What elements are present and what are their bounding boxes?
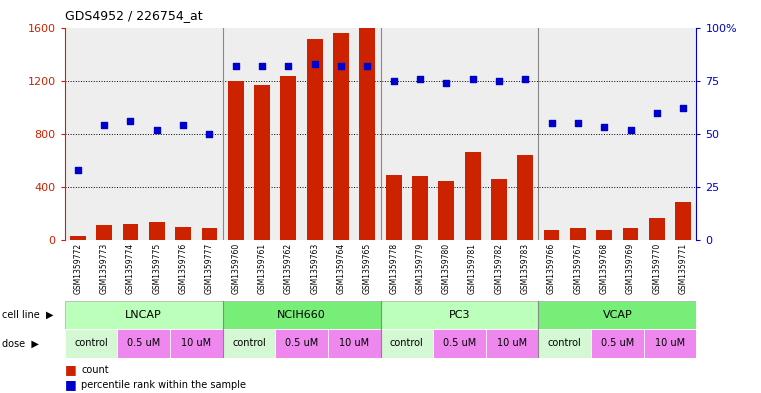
Point: [598, 124, 610, 130]
Point: [677, 105, 689, 112]
Text: control: control: [232, 338, 266, 349]
Point: [361, 62, 374, 69]
Point: [72, 167, 84, 173]
Bar: [223, 329, 275, 358]
Text: percentile rank within the sample: percentile rank within the sample: [81, 380, 247, 389]
Bar: [491, 179, 507, 240]
Bar: [465, 152, 480, 240]
Point: [282, 62, 295, 69]
Bar: [70, 237, 86, 240]
Bar: [591, 329, 644, 358]
Point: [309, 61, 321, 67]
Bar: [380, 301, 539, 329]
Text: 10 uM: 10 uM: [497, 338, 527, 349]
Point: [177, 122, 189, 129]
Bar: [386, 175, 402, 240]
Bar: [380, 329, 433, 358]
Point: [440, 80, 452, 86]
Text: VCAP: VCAP: [603, 310, 632, 320]
Bar: [539, 329, 591, 358]
Bar: [597, 230, 612, 240]
Point: [466, 75, 479, 82]
Point: [546, 120, 558, 126]
Bar: [333, 33, 349, 240]
Point: [387, 77, 400, 84]
Text: 0.5 uM: 0.5 uM: [127, 338, 161, 349]
Text: ■: ■: [65, 364, 76, 376]
Bar: [570, 228, 586, 240]
Point: [651, 109, 663, 116]
Text: LNCAP: LNCAP: [126, 310, 162, 320]
Text: 0.5 uM: 0.5 uM: [285, 338, 318, 349]
Bar: [254, 85, 270, 240]
Point: [98, 122, 110, 129]
Bar: [228, 81, 244, 240]
Bar: [96, 225, 112, 240]
Point: [203, 130, 215, 137]
Bar: [675, 202, 691, 240]
Bar: [65, 329, 117, 358]
Bar: [281, 76, 296, 240]
Text: 0.5 uM: 0.5 uM: [600, 338, 634, 349]
Bar: [175, 228, 191, 240]
Bar: [170, 329, 223, 358]
Point: [256, 62, 268, 69]
Bar: [223, 301, 380, 329]
Bar: [412, 176, 428, 240]
Point: [625, 127, 637, 133]
Point: [151, 127, 163, 133]
Text: PC3: PC3: [449, 310, 470, 320]
Point: [493, 77, 505, 84]
Text: dose  ▶: dose ▶: [2, 338, 38, 349]
Bar: [649, 218, 665, 240]
Bar: [275, 329, 328, 358]
Text: control: control: [548, 338, 581, 349]
Bar: [517, 155, 533, 240]
Text: ■: ■: [65, 378, 76, 391]
Text: 10 uM: 10 uM: [181, 338, 212, 349]
Bar: [307, 39, 323, 240]
Bar: [123, 224, 139, 240]
Bar: [149, 222, 164, 240]
Bar: [486, 329, 539, 358]
Bar: [433, 329, 486, 358]
Point: [230, 62, 242, 69]
Text: control: control: [74, 338, 108, 349]
Point: [414, 75, 426, 82]
Bar: [539, 301, 696, 329]
Bar: [543, 230, 559, 240]
Point: [572, 120, 584, 126]
Text: count: count: [81, 365, 109, 375]
Text: 0.5 uM: 0.5 uM: [443, 338, 476, 349]
Bar: [65, 301, 223, 329]
Bar: [359, 28, 375, 240]
Bar: [328, 329, 380, 358]
Point: [124, 118, 136, 124]
Text: 10 uM: 10 uM: [655, 338, 685, 349]
Bar: [117, 329, 170, 358]
Bar: [644, 329, 696, 358]
Text: control: control: [390, 338, 424, 349]
Text: NCIH660: NCIH660: [277, 310, 326, 320]
Point: [519, 75, 531, 82]
Bar: [438, 181, 454, 240]
Bar: [622, 228, 638, 240]
Text: GDS4952 / 226754_at: GDS4952 / 226754_at: [65, 9, 202, 22]
Bar: [202, 228, 218, 240]
Point: [335, 62, 347, 69]
Text: 10 uM: 10 uM: [339, 338, 369, 349]
Text: cell line  ▶: cell line ▶: [2, 310, 53, 320]
